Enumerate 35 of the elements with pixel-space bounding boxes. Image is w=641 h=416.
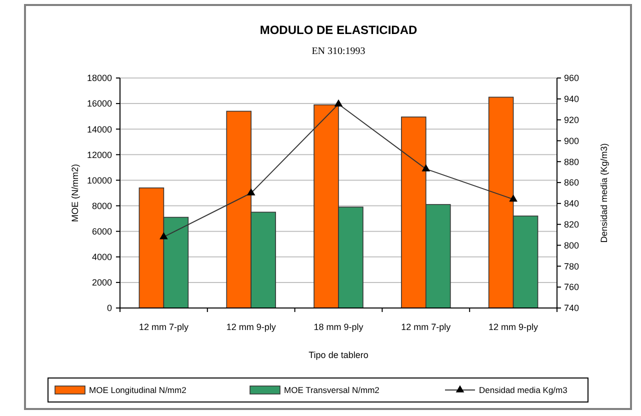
chart-title: MODULO DE ELASTICIDAD <box>260 23 418 37</box>
y2-tick-label: 740 <box>564 303 580 314</box>
x-tick-label: 12 mm 7-ply <box>401 322 452 332</box>
chart-subtitle: EN 310:1993 <box>312 46 366 57</box>
y-tick-label: 0 <box>106 303 112 314</box>
y2-tick-label: 860 <box>564 178 580 188</box>
y-tick-label: 4000 <box>92 252 112 262</box>
y-tick-label: 16000 <box>86 98 112 109</box>
y2-tick-label: 920 <box>564 114 580 125</box>
y2-tick-label: 880 <box>564 156 580 167</box>
y-tick-label: 12000 <box>86 150 112 160</box>
x-tick-label: 12 mm 7-ply <box>138 322 189 332</box>
y-tick-label: 2000 <box>92 278 112 288</box>
legend-label: Densidad media Kg/m3 <box>479 384 568 395</box>
y-axis-title: MOE (N/mm2) <box>70 164 80 222</box>
legend-label: MOE Transversal N/mm2 <box>284 384 380 395</box>
y2-tick-label: 800 <box>564 240 580 250</box>
x-tick-label: 12 mm 9-ply <box>488 322 539 332</box>
y2-tick-label: 820 <box>564 220 580 230</box>
y2-tick-label: 960 <box>564 73 580 84</box>
y-tick-label: 6000 <box>92 226 112 236</box>
x-axis-title: Tipo de tablero <box>308 350 368 360</box>
y2-tick-label: 840 <box>564 198 580 209</box>
y2-tick-label: 940 <box>564 94 580 104</box>
y2-tick-label: 760 <box>564 282 580 292</box>
y-tick-label: 10000 <box>86 175 112 186</box>
x-tick-label: 18 mm 9-ply <box>314 322 364 332</box>
legend-label: MOE Longitudinal N/mm2 <box>89 384 187 395</box>
y-tick-label: 8000 <box>92 200 112 211</box>
y-tick-label: 18000 <box>86 73 112 84</box>
x-tick-label: 12 mm 9-ply <box>226 322 276 332</box>
y2-axis-title: Densidad media (Kg/m3) <box>599 143 609 243</box>
y2-tick-label: 780 <box>564 261 580 272</box>
y2-tick-label: 900 <box>564 136 580 146</box>
y-tick-label: 14000 <box>86 124 112 134</box>
